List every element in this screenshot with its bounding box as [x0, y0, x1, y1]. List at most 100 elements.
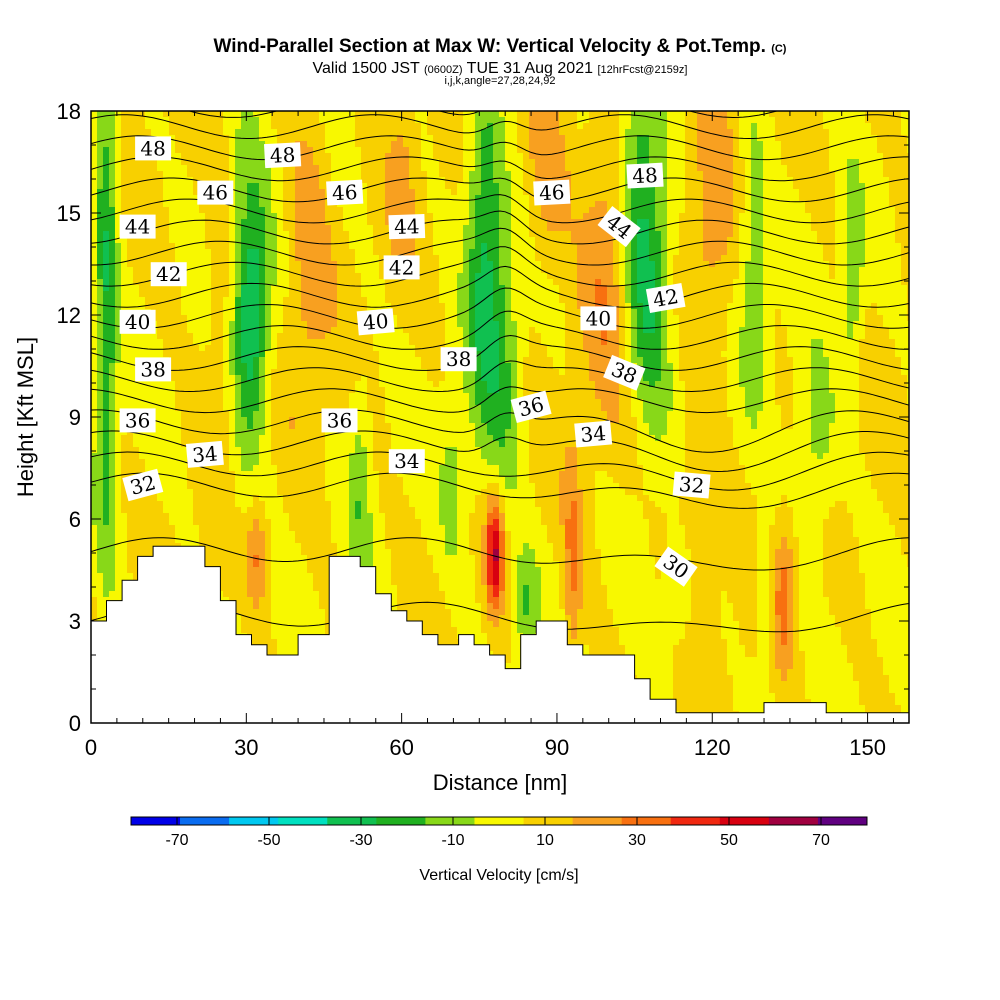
velocity-cell: [547, 249, 554, 256]
velocity-cell: [781, 195, 788, 202]
velocity-cell: [793, 273, 800, 280]
velocity-cell: [673, 237, 680, 244]
velocity-cell: [367, 255, 374, 262]
velocity-cell: [685, 123, 692, 130]
velocity-cell: [679, 273, 686, 280]
velocity-cell: [895, 297, 902, 304]
velocity-cell: [787, 159, 794, 166]
velocity-cell: [553, 255, 560, 262]
velocity-cell: [781, 207, 788, 214]
velocity-cell: [307, 189, 314, 196]
velocity-cell: [877, 261, 884, 268]
velocity-cell: [625, 213, 632, 220]
velocity-cell: [697, 111, 704, 118]
velocity-cell: [667, 165, 674, 172]
velocity-cell: [379, 273, 386, 280]
velocity-cell: [259, 327, 266, 334]
velocity-cell: [415, 183, 422, 190]
velocity-cell: [127, 249, 134, 256]
velocity-cell: [187, 195, 194, 202]
velocity-cell: [331, 279, 338, 286]
velocity-cell: [391, 285, 398, 292]
velocity-cell: [481, 201, 488, 208]
velocity-cell: [685, 147, 692, 154]
velocity-cell: [307, 309, 314, 316]
velocity-cell: [529, 201, 536, 208]
velocity-cell: [145, 279, 152, 286]
velocity-cell: [787, 309, 794, 316]
velocity-cell: [187, 171, 194, 178]
velocity-cell: [397, 147, 404, 154]
velocity-cell: [451, 321, 458, 328]
velocity-cell: [733, 315, 740, 322]
velocity-cell: [787, 213, 794, 220]
velocity-cell: [751, 285, 758, 292]
velocity-cell: [307, 213, 314, 220]
velocity-cell: [403, 285, 410, 292]
velocity-cell: [493, 237, 500, 244]
velocity-cell: [859, 165, 866, 172]
velocity-cell: [895, 171, 902, 178]
velocity-cell: [439, 147, 446, 154]
velocity-cell: [157, 159, 164, 166]
velocity-cell: [379, 177, 386, 184]
velocity-cell: [271, 225, 278, 232]
velocity-cell: [565, 267, 572, 274]
velocity-cell: [163, 225, 170, 232]
velocity-cell: [151, 129, 158, 136]
velocity-cell: [289, 279, 296, 286]
velocity-cell: [409, 237, 416, 244]
velocity-cell: [241, 117, 248, 124]
velocity-cell: [289, 117, 296, 124]
velocity-cell: [727, 297, 734, 304]
velocity-cell: [187, 225, 194, 232]
velocity-cell: [373, 117, 380, 124]
velocity-cell: [847, 141, 854, 148]
velocity-cell: [433, 261, 440, 268]
velocity-cell: [313, 153, 320, 160]
velocity-cell: [127, 177, 134, 184]
velocity-cell: [547, 123, 554, 130]
velocity-cell: [361, 141, 368, 148]
velocity-cell: [805, 267, 812, 274]
velocity-cell: [541, 225, 548, 232]
velocity-cell: [163, 243, 170, 250]
velocity-cell: [685, 315, 692, 322]
velocity-cell: [559, 153, 566, 160]
velocity-cell: [865, 201, 872, 208]
velocity-cell: [91, 201, 98, 208]
velocity-cell: [193, 201, 200, 208]
velocity-cell: [841, 177, 848, 184]
velocity-cell: [349, 279, 356, 286]
velocity-cell: [337, 249, 344, 256]
velocity-cell: [433, 327, 440, 334]
velocity-cell: [349, 129, 356, 136]
velocity-cell: [865, 267, 872, 274]
velocity-cell: [517, 183, 524, 190]
velocity-cell: [373, 171, 380, 178]
velocity-cell: [559, 273, 566, 280]
velocity-cell: [727, 141, 734, 148]
velocity-cell: [859, 207, 866, 214]
velocity-cell: [733, 273, 740, 280]
velocity-cell: [391, 237, 398, 244]
velocity-cell: [865, 165, 872, 172]
velocity-cell: [709, 201, 716, 208]
velocity-cell: [193, 267, 200, 274]
velocity-cell: [283, 111, 290, 118]
velocity-cell: [727, 267, 734, 274]
velocity-cell: [757, 183, 764, 190]
velocity-cell: [271, 315, 278, 322]
velocity-cell: [385, 231, 392, 238]
velocity-cell: [739, 183, 746, 190]
velocity-cell: [523, 255, 530, 262]
velocity-cell: [211, 243, 218, 250]
velocity-cell: [631, 117, 638, 124]
velocity-cell: [121, 195, 128, 202]
velocity-cell: [91, 321, 98, 328]
velocity-cell: [247, 123, 254, 130]
velocity-cell: [841, 297, 848, 304]
velocity-cell: [433, 231, 440, 238]
velocity-cell: [235, 123, 242, 130]
velocity-cell: [157, 303, 164, 310]
